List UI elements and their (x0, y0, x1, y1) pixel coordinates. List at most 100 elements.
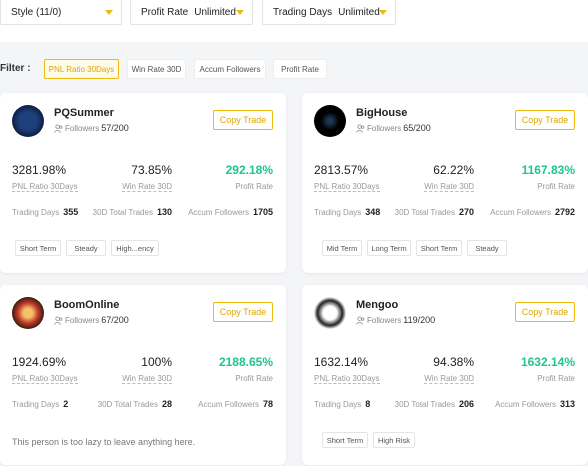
copy-trade-button[interactable]: Copy Trade (515, 110, 575, 130)
stat-label-text: Profit Rate (537, 374, 575, 383)
stat-label-text: Win Rate 30D (122, 374, 172, 384)
trader-card: BigHouse Followers 65/200 Copy Trade 2813.57… (302, 93, 588, 273)
stat-label-text: PNL Ratio 30Days (12, 182, 78, 192)
count-label: 30D Total Trades (92, 208, 153, 217)
count-label: Trading Days (12, 400, 60, 409)
trader-card: PQSummer Followers 57/200 Copy Trade 3281.98… (0, 93, 286, 273)
count: 30D Total Trades 206 (395, 399, 474, 409)
followers: Followers 119/200 (356, 315, 435, 325)
count-value: 270 (458, 207, 474, 217)
count-value: 78 (262, 399, 273, 409)
stat-value: 100% (141, 355, 172, 369)
followers: Followers 65/200 (356, 123, 431, 133)
stat-value: 1632.14% (314, 355, 369, 369)
copy-trade-button[interactable]: Copy Trade (213, 110, 273, 130)
stat-label-text: PNL Ratio 30Days (314, 374, 380, 384)
count-value: 8 (365, 399, 371, 409)
trader-name: Mengoo (356, 299, 399, 311)
dropdown[interactable]: Trading Days Unlimited (262, 0, 396, 25)
count-value: 2 (63, 399, 69, 409)
count-label: 30D Total Trades (97, 400, 158, 409)
count: Trading Days 2 (12, 399, 68, 409)
stat-value: 3281.98% (12, 163, 67, 177)
dropdown[interactable]: Profit Rate Unlimited (130, 0, 253, 25)
avatar (314, 105, 346, 137)
followers-count: 57/200 (101, 123, 129, 133)
dropdown-value: Unlimited (338, 7, 380, 18)
tag: High...ency (111, 240, 159, 256)
trader-name: BoomOnline (54, 299, 120, 311)
avatar (314, 297, 346, 329)
stat-label: Win Rate 30D (122, 374, 172, 384)
stat-label: Profit Rate (537, 182, 575, 191)
tag: Short Term (322, 432, 368, 448)
dropdown-label: Trading Days (273, 7, 333, 18)
count: 30D Total Trades 28 (98, 399, 172, 409)
followers: Followers 67/200 (54, 315, 129, 325)
dropdown-label: Profit Rate (141, 7, 189, 18)
followers-label: Followers (65, 124, 100, 133)
count: Trading Days 8 (314, 399, 370, 409)
trader-card: BoomOnline Followers 67/200 Copy Trade 1924.… (0, 285, 286, 465)
count-value: 355 (63, 207, 79, 217)
filter-chip[interactable]: Accum Followers (194, 59, 266, 79)
tag: Mid Term (322, 240, 362, 256)
dropdown[interactable]: Style (11/0) (0, 0, 122, 25)
count-label: Trading Days (12, 208, 60, 217)
filter-chip[interactable]: Profit Rate (273, 59, 327, 79)
tag: Long Term (367, 240, 411, 256)
stat-value: 73.85% (131, 163, 172, 177)
followers-count: 65/200 (403, 123, 431, 133)
stat-label-text: Win Rate 30D (424, 182, 474, 192)
followers-label: Followers (367, 124, 402, 133)
stat-label-text: PNL Ratio 30Days (12, 374, 78, 384)
followers-count: 119/200 (403, 315, 436, 325)
filter-chip[interactable]: Win Rate 30D (127, 59, 186, 79)
followers: Followers 57/200 (54, 123, 129, 133)
count: 30D Total Trades 130 (93, 207, 172, 217)
bio: This person is too lazy to leave anythin… (12, 437, 196, 447)
count: Trading Days 348 (314, 207, 380, 217)
count-label: Accum Followers (198, 400, 259, 409)
avatar (12, 105, 44, 137)
tag: High Risk (373, 432, 415, 448)
stat-label: Win Rate 30D (424, 374, 474, 384)
count-label: Accum Followers (490, 208, 551, 217)
count-value: 130 (156, 207, 172, 217)
count-value: 28 (161, 399, 172, 409)
stat-value: 292.18% (225, 163, 273, 177)
tag: Short Term (416, 240, 462, 256)
stat-label: PNL Ratio 30Days (314, 182, 380, 192)
copy-trade-button[interactable]: Copy Trade (515, 302, 575, 322)
copy-trade-button[interactable]: Copy Trade (213, 302, 273, 322)
trader-name: PQSummer (54, 107, 114, 119)
tag: Steady (66, 240, 106, 256)
count-value: 348 (365, 207, 381, 217)
count: 30D Total Trades 270 (395, 207, 474, 217)
filter-chip[interactable]: PNL Ratio 30Days (44, 59, 119, 79)
stat-label: Profit Rate (235, 374, 273, 383)
stat-label: Win Rate 30D (424, 182, 474, 192)
stat-label-text: Win Rate 30D (424, 374, 474, 384)
count-label: Accum Followers (495, 400, 556, 409)
tag: Short Term (15, 240, 61, 256)
dropdown-arrow (105, 10, 113, 15)
stat-label: PNL Ratio 30Days (12, 182, 78, 192)
tag: Steady (467, 240, 507, 256)
count-label: 30D Total Trades (394, 208, 455, 217)
followers-count: 67/200 (101, 315, 129, 325)
count: Accum Followers 78 (198, 399, 273, 409)
count-value: 1705 (252, 207, 273, 217)
stat-value: 1632.14% (520, 355, 575, 369)
avatar (12, 297, 44, 329)
followers-label: Followers (65, 316, 100, 325)
count: Trading Days 355 (12, 207, 78, 217)
count: Accum Followers 313 (495, 399, 575, 409)
count-value: 206 (458, 399, 474, 409)
stat-value: 1924.69% (12, 355, 67, 369)
trader-card: Mengoo Followers 119/200 Copy Trade 1632.14%… (302, 285, 588, 465)
dropdown-arrow (236, 10, 244, 15)
dropdown-value: Unlimited (194, 7, 236, 18)
stat-label: PNL Ratio 30Days (12, 374, 78, 384)
stat-label-text: Profit Rate (235, 374, 273, 383)
